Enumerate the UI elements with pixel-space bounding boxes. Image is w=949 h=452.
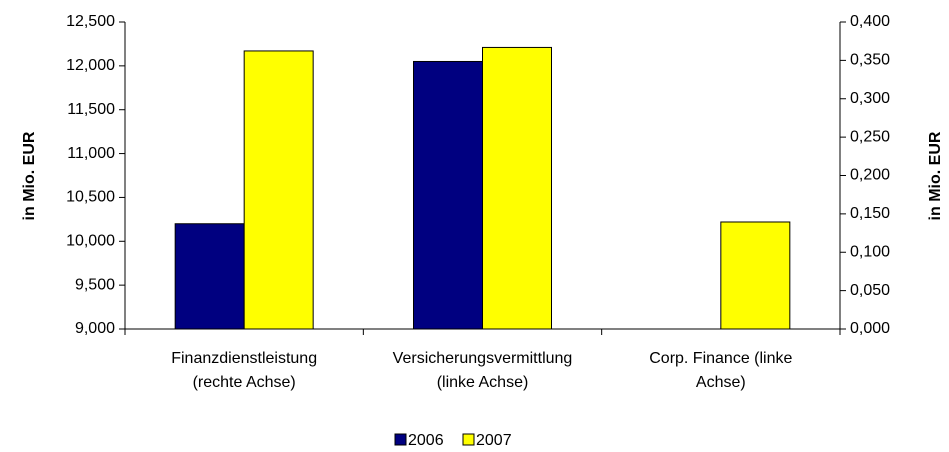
y-tick-label: 10,000 — [66, 233, 115, 250]
y-axis-label: in Mio. EUR — [21, 131, 38, 220]
y-tick-label: 12,000 — [66, 57, 115, 74]
y-tick-label: 10,500 — [66, 189, 115, 206]
x-tick-label: Corp. Finance (linke — [649, 350, 792, 367]
x-tick-label: Finanzdienstleistung — [171, 350, 317, 367]
y2-tick-label: 0,300 — [850, 90, 890, 107]
legend-swatch — [462, 433, 475, 446]
y-tick-label: 9,500 — [75, 276, 115, 293]
y2-tick-label: 0,100 — [850, 243, 890, 260]
legend-swatch — [394, 433, 407, 446]
y2-tick-label: 0,150 — [850, 205, 890, 222]
bar — [720, 221, 791, 330]
x-tick-label: (linke Achse) — [437, 374, 529, 391]
y2-tick-label: 0,400 — [850, 13, 890, 30]
bar — [413, 60, 483, 330]
y2-tick-label: 0,000 — [850, 320, 890, 337]
y2-tick-label: 0,250 — [850, 128, 890, 145]
y2-axis-label: in Mio. EUR — [927, 131, 944, 220]
bar — [243, 50, 314, 330]
y2-tick-label: 0,200 — [850, 167, 890, 184]
y-tick-label: 11,500 — [67, 101, 115, 118]
x-tick-label: Achse) — [696, 374, 746, 391]
bar — [174, 223, 245, 330]
y-tick-label: 11,000 — [67, 145, 115, 162]
bar — [482, 46, 552, 330]
y-tick-label: 9,000 — [75, 320, 115, 337]
y2-tick-label: 0,350 — [850, 52, 890, 69]
legend-label: 2006 — [408, 432, 444, 449]
y2-tick-label: 0,050 — [850, 282, 890, 299]
x-tick-label: Versicherungsvermittlung — [393, 350, 573, 367]
legend-label: 2007 — [476, 432, 512, 449]
x-tick-label: (rechte Achse) — [193, 374, 296, 391]
y-tick-label: 12,500 — [66, 13, 115, 30]
